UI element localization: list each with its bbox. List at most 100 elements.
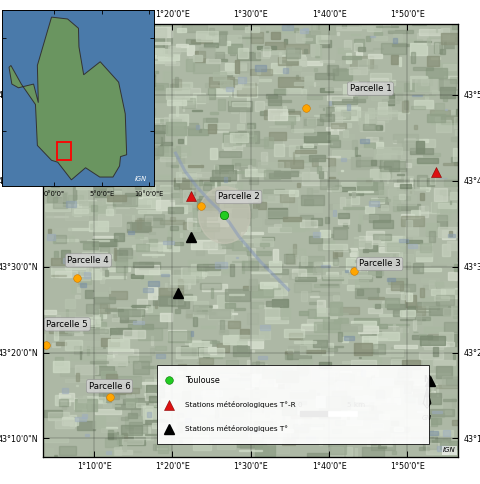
Bar (424, 418, 442, 424)
Bar (268, 208, 287, 218)
Bar (120, 66, 133, 79)
Bar (377, 333, 399, 340)
Bar (151, 48, 167, 57)
Bar (256, 170, 261, 175)
Bar (351, 398, 372, 410)
Bar (371, 198, 384, 203)
Bar (249, 415, 266, 420)
Bar (368, 54, 382, 58)
Bar (246, 334, 257, 339)
Bar (49, 92, 65, 104)
Bar (160, 137, 162, 145)
Bar (283, 195, 288, 206)
Bar (332, 150, 358, 158)
Bar (185, 340, 201, 344)
Bar (285, 352, 292, 359)
Bar (415, 79, 438, 91)
Bar (413, 320, 416, 330)
Bar (296, 76, 298, 79)
Bar (103, 400, 110, 407)
Bar (308, 354, 326, 355)
Bar (199, 306, 213, 307)
Bar (264, 196, 282, 202)
Bar (191, 331, 193, 336)
Bar (292, 154, 314, 165)
Bar (149, 232, 155, 234)
Bar (294, 82, 320, 85)
Bar (255, 47, 269, 58)
Bar (455, 42, 474, 52)
Bar (454, 117, 470, 128)
Bar (119, 253, 122, 256)
Bar (365, 243, 377, 251)
Bar (221, 242, 225, 245)
Bar (96, 355, 114, 358)
Bar (264, 430, 268, 440)
Bar (396, 179, 414, 190)
Bar (298, 411, 300, 424)
Bar (402, 141, 415, 151)
Bar (225, 303, 235, 308)
Bar (196, 95, 208, 102)
Bar (362, 356, 381, 362)
Bar (192, 344, 203, 355)
Bar (332, 429, 341, 433)
Bar (391, 393, 393, 403)
Bar (47, 123, 69, 127)
Bar (87, 240, 109, 241)
Bar (186, 314, 194, 317)
Bar (139, 218, 162, 220)
Bar (128, 324, 153, 329)
Bar (373, 234, 391, 240)
Bar (351, 195, 359, 204)
Bar (420, 278, 439, 282)
Bar (60, 368, 79, 376)
Bar (400, 285, 415, 290)
Bar (194, 302, 208, 313)
Bar (284, 255, 298, 265)
Bar (299, 359, 312, 366)
Bar (54, 235, 66, 243)
Bar (349, 191, 363, 195)
Bar (436, 196, 442, 202)
Bar (149, 396, 159, 402)
Bar (90, 107, 99, 109)
Bar (288, 190, 298, 196)
Bar (61, 148, 85, 159)
Bar (348, 122, 351, 127)
Bar (427, 178, 434, 186)
Bar (84, 130, 110, 131)
Bar (266, 26, 280, 29)
Bar (293, 243, 296, 257)
Bar (162, 366, 168, 372)
Bar (168, 208, 183, 213)
Bar (84, 329, 108, 333)
Bar (226, 195, 251, 201)
Bar (330, 443, 346, 454)
Bar (86, 107, 105, 110)
Bar (355, 280, 368, 289)
Bar (93, 292, 108, 297)
Bar (435, 282, 443, 286)
Bar (75, 399, 96, 411)
Bar (326, 107, 336, 118)
Bar (379, 314, 400, 316)
Bar (278, 160, 285, 167)
Bar (113, 116, 128, 120)
Bar (432, 57, 440, 60)
Bar (342, 337, 348, 342)
Bar (444, 395, 470, 397)
Bar (145, 378, 169, 391)
Bar (218, 352, 236, 358)
Bar (249, 279, 257, 290)
Bar (278, 77, 303, 87)
Bar (78, 396, 86, 402)
Bar (183, 99, 184, 110)
Bar (202, 284, 227, 291)
Bar (363, 369, 378, 376)
Bar (252, 374, 277, 386)
Bar (108, 349, 133, 353)
Bar (351, 360, 376, 368)
Bar (427, 38, 430, 45)
Bar (441, 32, 460, 45)
